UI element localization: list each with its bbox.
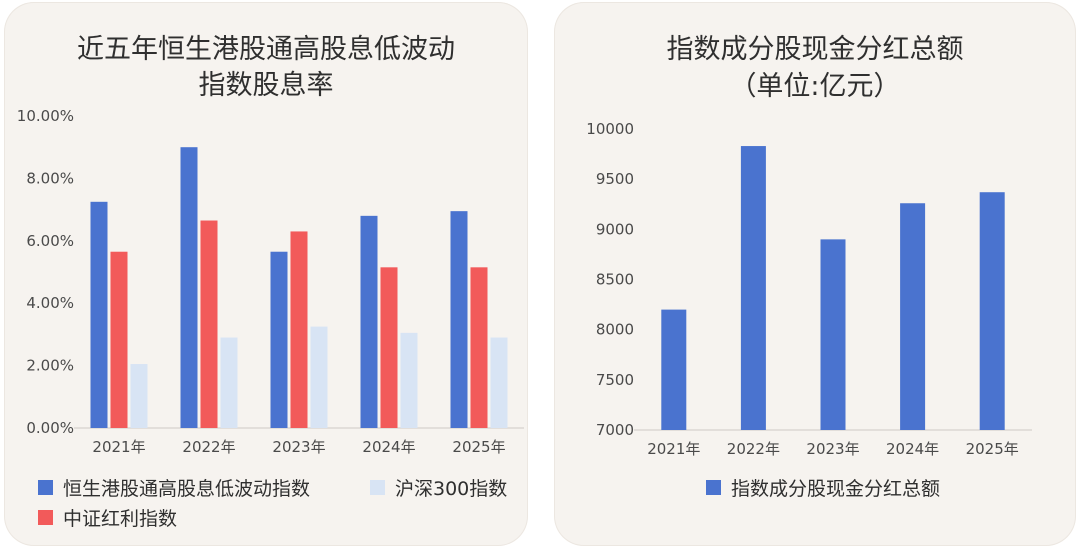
x-tick-label: 2023年: [272, 438, 325, 456]
chart-subtitle: （单位:亿元）: [729, 71, 900, 102]
x-tick-label: 2022年: [182, 438, 235, 456]
bar-2-5: [470, 267, 488, 428]
bar-3-2: [220, 337, 238, 428]
bar-1-1: [661, 309, 687, 430]
chart-title: 近五年恒生港股通高股息低波动: [77, 34, 455, 65]
bar-3-4: [400, 332, 418, 428]
legend-swatch: [370, 480, 385, 495]
legend-swatch: [38, 480, 53, 495]
x-tick-label: 2021年: [647, 440, 700, 458]
bar-1-4: [360, 215, 378, 428]
bar-1-2: [740, 146, 766, 430]
y-tick-label: 4.00%: [26, 294, 74, 312]
bar-1-3: [270, 251, 288, 428]
y-tick-label: 7500: [596, 371, 634, 389]
legend-label: 恒生港股通高股息低波动指数: [63, 478, 310, 500]
bar-2-2: [200, 220, 218, 428]
bar-2-3: [290, 231, 308, 428]
y-tick-label: 7000: [596, 421, 634, 439]
legend-label: 指数成分股现金分红总额: [731, 478, 940, 500]
bar-2-4: [380, 267, 398, 428]
x-tick-label: 2023年: [806, 440, 859, 458]
legend-swatch: [38, 510, 53, 525]
chart-subtitle: 指数股息率: [199, 70, 334, 101]
x-tick-label: 2022年: [727, 440, 780, 458]
legend-swatch: [706, 480, 721, 495]
dividend-yield-chart: 近五年恒生港股通高股息低波动 指数股息率 0.00% 2.00% 4.00% 6.00…: [17, 34, 524, 530]
y-tick-label: 2.00%: [26, 357, 74, 375]
bar-1-1: [90, 201, 108, 428]
x-tick-label: 2025年: [452, 438, 505, 456]
y-tick-label: 8.00%: [26, 169, 74, 187]
y-tick-label: 8500: [596, 271, 634, 289]
bar-3-3: [310, 326, 328, 428]
bar-1-3: [820, 239, 846, 430]
y-tick-label: 10000: [586, 120, 634, 138]
bar-3-5: [490, 337, 508, 428]
x-tick-label: 2024年: [886, 440, 939, 458]
legend-label: 沪深300指数: [395, 478, 507, 500]
y-tick-label: 0.00%: [26, 419, 74, 437]
bar-1-5: [450, 211, 468, 428]
cash-dividend-chart-card: 指数成分股现金分红总额 （单位:亿元） 7000 7500 8000 8500 9000…: [554, 2, 1076, 546]
cash-dividend-chart: 指数成分股现金分红总额 （单位:亿元） 7000 7500 8000 8500 9000…: [586, 34, 1032, 500]
y-tick-label: 6.00%: [26, 232, 74, 250]
x-tick-label: 2025年: [966, 440, 1019, 458]
x-tick-label: 2021年: [92, 438, 145, 456]
legend-label: 中证红利指数: [63, 508, 177, 530]
bar-1-2: [180, 147, 198, 428]
y-tick-label: 9000: [596, 220, 634, 238]
y-tick-label: 9500: [596, 170, 634, 188]
bar-2-1: [110, 251, 128, 428]
bar-1-5: [979, 192, 1005, 430]
y-tick-label: 10.00%: [17, 107, 74, 125]
dividend-yield-chart-card: 近五年恒生港股通高股息低波动 指数股息率 0.00% 2.00% 4.00% 6.00…: [4, 2, 528, 546]
bar-3-1: [130, 364, 148, 428]
y-tick-label: 8000: [596, 321, 634, 339]
chart-title: 指数成分股现金分红总额: [667, 34, 964, 65]
bar-1-4: [900, 203, 926, 430]
x-tick-label: 2024年: [362, 438, 415, 456]
